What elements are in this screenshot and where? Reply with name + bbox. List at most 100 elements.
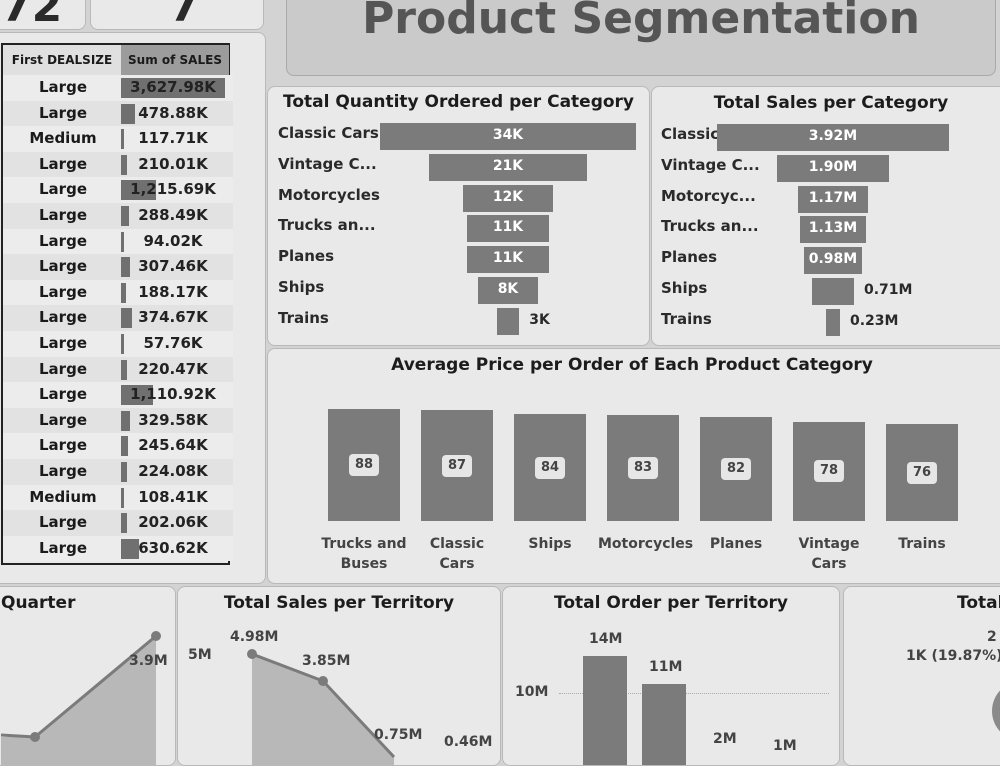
- col-header-dealsize: First DEALSIZE: [3, 45, 121, 75]
- category-bar: [380, 123, 636, 150]
- sales-databar: [121, 129, 125, 150]
- territory-sales-title: Total Sales per Territory: [223, 593, 455, 613]
- quarter-chart-title: Quarter: [1, 593, 76, 613]
- kpi-card-right: 7: [90, 0, 264, 30]
- territory-orders-label-1: 14M: [589, 631, 623, 647]
- category-value: 8K: [497, 281, 519, 297]
- category-bar: [717, 124, 949, 151]
- avg-price-category-label: Trucks and Buses: [321, 536, 407, 572]
- category-bar: [496, 307, 520, 335]
- col-header-sales: Sum of SALES: [121, 45, 229, 75]
- category-bar: [799, 216, 867, 244]
- pie-slice-icon: [992, 681, 1000, 741]
- category-bar: [776, 154, 890, 182]
- sales-cell: 245.64K: [121, 433, 225, 459]
- avg-price-category-label: Ships: [528, 536, 572, 552]
- dealsize-cell: Medium: [29, 129, 97, 148]
- avg-price-value: 76: [907, 461, 937, 484]
- avg-price-value: 83: [628, 457, 658, 480]
- territory-order-bar-2: [642, 684, 686, 765]
- sales-value: 220.47K: [138, 359, 208, 378]
- category-bar: [428, 153, 588, 181]
- quantity-chart-title: Total Quantity Ordered per Category: [282, 92, 635, 112]
- sales-chart-panel: Total Sales per Category Classic Cars 3.9…: [651, 86, 1000, 346]
- sales-value: 202.06K: [138, 513, 208, 532]
- dealsize-cell: Large: [39, 206, 87, 224]
- dealsize-cell: Large: [39, 359, 87, 378]
- territory-sales-label-3: 0.75M: [374, 727, 423, 743]
- category-label: Ships: [661, 279, 708, 297]
- avg-price-category-label: Vintage Cars: [798, 536, 860, 572]
- avg-price-category-label: Classic Cars: [429, 536, 485, 572]
- table-row: Large 478.88K: [3, 100, 233, 127]
- total-panel-title: Total: [957, 593, 1000, 613]
- sales-cell: 3,627.98K: [121, 75, 225, 101]
- table-row: Large 57.76K: [3, 331, 233, 357]
- sales-cell: 57.76K: [121, 331, 225, 357]
- avg-price-chart-title: Average Price per Order of Each Product …: [391, 355, 873, 375]
- sales-databar: [121, 206, 130, 226]
- sales-databar: [121, 359, 128, 380]
- sales-databar: [121, 385, 153, 406]
- sales-cell: 108.41K: [121, 485, 225, 511]
- sales-value: 3,627.98K: [130, 78, 216, 96]
- quarter-line-chart: [0, 631, 161, 765]
- category-value: 0.71M: [864, 282, 913, 298]
- sales-cell: 117.71K: [121, 126, 225, 152]
- category-bar: [477, 277, 539, 304]
- dealsize-cell: Large: [39, 103, 87, 122]
- sales-cell: 188.17K: [121, 280, 225, 306]
- kpi-card-left: 72: [0, 0, 86, 30]
- sales-databar: [121, 282, 127, 303]
- table-row: Large 202.06K: [3, 510, 233, 536]
- category-value: 3K: [529, 311, 550, 328]
- sales-value: 108.41K: [138, 487, 208, 506]
- sales-value: 1,110.92K: [130, 385, 216, 404]
- dealsize-cell: Large: [39, 334, 87, 352]
- category-bar: [466, 215, 550, 243]
- category-bar: [798, 185, 868, 213]
- sales-value: 329.58K: [138, 410, 208, 429]
- dealsize-cell: Large: [39, 410, 87, 429]
- territory-sales-label-4: 0.46M: [444, 734, 493, 750]
- category-value: 12K: [492, 188, 524, 205]
- title-banner: Product Segmentation: [286, 0, 996, 76]
- sales-databar: [121, 436, 129, 457]
- category-label: Vintage C...: [278, 154, 377, 173]
- territory-orders-label-2: 11M: [649, 659, 683, 675]
- sales-cell: 288.49K: [121, 203, 225, 229]
- dealsize-cell: Large: [39, 538, 87, 557]
- category-value: 21K: [492, 157, 524, 174]
- category-bar: [462, 184, 554, 212]
- territory-orders-panel: Total Order per Territory 10M 14M 11M 2M…: [502, 586, 840, 766]
- sales-databar: [121, 154, 128, 175]
- territory-sales-label-2: 3.85M: [302, 653, 351, 669]
- table-row: Large 630.62K: [3, 535, 233, 562]
- sales-databar: [121, 513, 127, 534]
- territory-sales-line-chart: [247, 649, 396, 765]
- sales-value: 307.46K: [138, 257, 208, 276]
- category-label: Vintage C...: [661, 155, 760, 174]
- sales-databar: [121, 410, 131, 431]
- kpi-value-left: 72: [1, 0, 63, 30]
- avg-price-value: 87: [442, 454, 472, 477]
- territory-orders-title: Total Order per Territory: [554, 593, 788, 613]
- sales-databar: [121, 231, 124, 252]
- sales-value: 94.02K: [143, 231, 203, 250]
- table-row: Large 288.49K: [3, 203, 233, 229]
- category-value: 1.13M: [808, 220, 858, 237]
- table-row: Large 1,110.92K: [3, 382, 233, 408]
- sales-cell: 374.67K: [121, 305, 225, 331]
- total-panel: Total 2 1K (19.87%): [843, 586, 1000, 766]
- sales-cell: 329.58K: [121, 408, 225, 434]
- avg-price-category-label: Planes: [709, 536, 763, 552]
- category-value: 0.98M: [808, 251, 858, 268]
- total-label-1: 2: [987, 629, 997, 645]
- sales-databar: [121, 538, 140, 559]
- sales-value: 1,215.69K: [130, 180, 216, 199]
- sales-cell: 630.62K: [121, 536, 225, 562]
- territory-orders-label-3: 2M: [713, 731, 737, 747]
- sales-cell: 478.88K: [121, 101, 225, 127]
- sales-cell: 224.08K: [121, 459, 225, 485]
- sales-value: 288.49K: [138, 206, 208, 224]
